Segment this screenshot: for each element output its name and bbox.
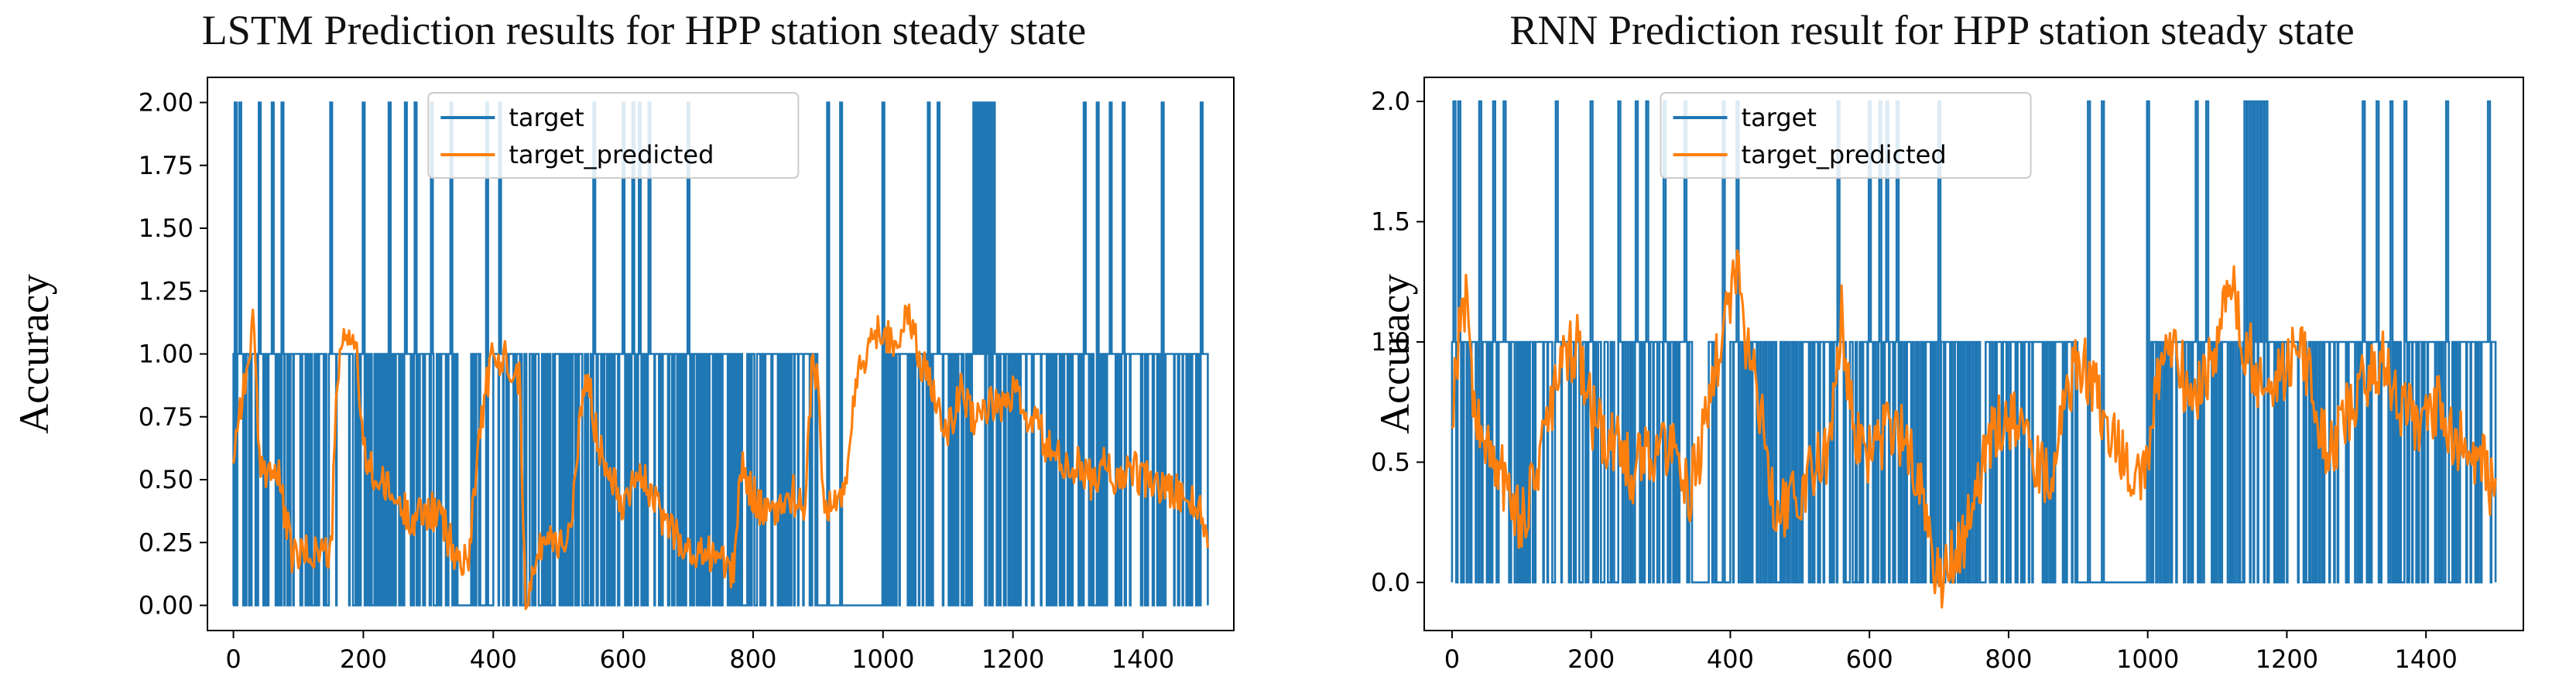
x-tick-label: 0	[225, 644, 241, 674]
plot-frame	[1423, 77, 2524, 631]
x-tick-label: 200	[340, 644, 387, 674]
x-tick-label: 0	[1444, 644, 1460, 674]
y-tick-label: 0.0	[1371, 568, 1410, 597]
legend-label: target_predicted	[509, 140, 714, 169]
y-tick-label: 2.0	[1371, 87, 1410, 116]
legend-label: target	[1742, 103, 1817, 132]
y-tick-label: 2.00	[139, 88, 194, 118]
legend-label: target	[509, 103, 584, 132]
x-tick-label: 600	[1846, 644, 1893, 674]
y-tick-label: 1.0	[1371, 327, 1410, 357]
y-axis-label: Accuracy	[1372, 274, 1418, 434]
y-tick-label: 0.75	[139, 402, 194, 432]
chart-rnn: 0 200 400 600 800 1000 1200 1400 0.0 0.5 1.0 1.5 2.0…	[1371, 77, 2524, 674]
y-tick-label: 1.00	[139, 340, 194, 369]
chart-title: RNN Prediction result for HPP station st…	[1509, 7, 2355, 53]
y-tick-label: 0.25	[139, 528, 194, 557]
legend-box	[427, 92, 800, 179]
series-target-predicted-line	[1451, 249, 2497, 609]
y-tick-label: 1.25	[139, 276, 194, 306]
y-tick-label: 1.50	[139, 214, 194, 243]
chart-panel-rnn: RNN Prediction result for HPP station st…	[1288, 0, 2576, 687]
series-target-line	[1451, 100, 2497, 584]
legend: target target_predicted	[1660, 92, 2032, 179]
series-target-predicted-line	[232, 303, 1209, 610]
x-tick-label: 800	[1985, 644, 2032, 674]
chart-lstm: 0 200 400 600 800 1000 1200 1400 0.00 0.25 0.50 0.7…	[11, 77, 1235, 674]
y-axis-label: Accuracy	[11, 274, 57, 434]
x-tick-label: 1000	[2116, 644, 2179, 674]
y-tick-label: 0.5	[1371, 447, 1410, 477]
x-tick-label: 1400	[1112, 644, 1174, 674]
x-tick-label: 1000	[851, 644, 914, 674]
legend-label: target_predicted	[1742, 140, 1947, 169]
chart-panel-lstm: LSTM Prediction results for HPP station …	[11, 7, 1235, 674]
series-target-line	[232, 101, 1209, 607]
x-tick-label: 600	[600, 644, 647, 674]
legend: target target_predicted	[427, 92, 800, 179]
x-tick-label: 1200	[981, 644, 1044, 674]
x-tick-label: 400	[470, 644, 517, 674]
x-tick-label: 1400	[2394, 644, 2457, 674]
x-tick-label: 400	[1707, 644, 1754, 674]
x-tick-label: 800	[729, 644, 776, 674]
y-tick-label: 0.00	[139, 591, 194, 620]
y-tick-label: 1.5	[1371, 207, 1410, 237]
y-tick-label: 0.50	[139, 465, 194, 494]
chart-title: LSTM Prediction results for HPP station …	[201, 7, 1087, 53]
plot-area	[1451, 100, 2497, 609]
legend-box	[1660, 92, 2032, 179]
x-tick-label: 1200	[2256, 644, 2318, 674]
plot-area	[232, 101, 1209, 610]
x-tick-label: 200	[1567, 644, 1615, 674]
y-tick-label: 1.75	[139, 151, 194, 180]
